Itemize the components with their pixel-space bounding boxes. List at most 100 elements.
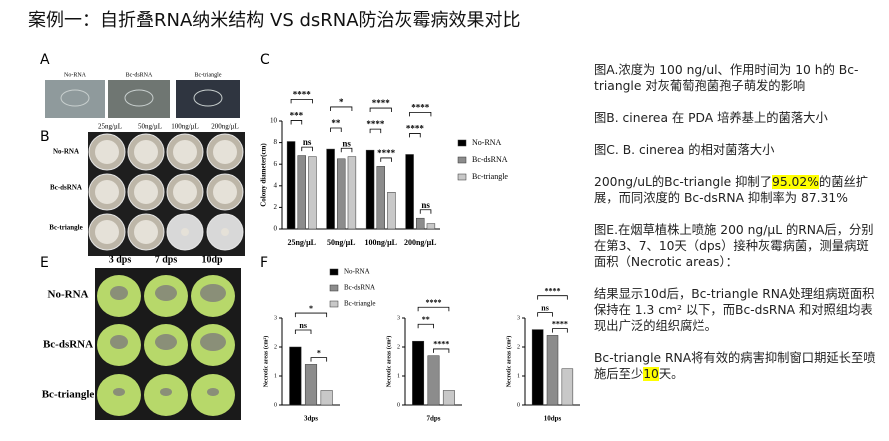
x-tick-label: 25ng/μL (287, 238, 316, 247)
y-tick-label: 6 (274, 160, 278, 168)
colony (213, 180, 237, 204)
bar (297, 155, 306, 230)
significance-label: **** (406, 123, 425, 133)
significance-bracket (330, 106, 353, 111)
lesion (155, 285, 177, 301)
colony (134, 180, 158, 204)
note: 200ng/uL的Bc-triangle 抑制了95.02%的菌丝扩展，而同浓度… (594, 174, 876, 206)
x-tick-label: 7dps (426, 415, 440, 423)
y-tick-label: 2 (517, 344, 520, 350)
y-tick-label: 0 (274, 402, 277, 408)
note-text: 天。 (658, 367, 684, 381)
significance-label: * (339, 97, 344, 107)
bar (337, 158, 346, 230)
legend-label: Bc-triangle (344, 300, 376, 308)
y-tick-label: 2 (274, 203, 278, 211)
significance-bracket (340, 147, 353, 153)
note: 图A.浓度为 100 ng/ul、作用时间为 10 h的 Bc-triangle… (594, 62, 876, 94)
note: 图E.在烟草植株上喷施 200 ng/μL 的RNA后，分别在第3、7、10天（… (594, 222, 876, 270)
x-tick-label: 200ng/μL (404, 238, 437, 247)
colony (134, 220, 158, 244)
photo-label: 200ng/μL (211, 123, 238, 131)
y-tick-label: 1 (274, 373, 277, 379)
significance-label: * (317, 348, 321, 357)
y-axis-label: Colony diameter(cm) (260, 143, 268, 207)
photo-label: Bc-dsRNA (50, 184, 82, 192)
photo-label: No-RNA (48, 289, 89, 301)
significance-label: **** (366, 119, 385, 129)
colony (95, 220, 119, 244)
lesion (110, 335, 128, 349)
lesion (200, 284, 226, 302)
photo-detail (60, 89, 90, 107)
x-tick-label: 50ng/μL (327, 238, 356, 247)
legend-swatch (457, 156, 467, 164)
significance-bracket (552, 328, 568, 333)
y-axis-label: Necrotic areas (cm²) (262, 336, 269, 388)
significance-label: **** (372, 98, 391, 108)
panel-label: F (260, 255, 268, 271)
slide-title: 案例一：自折叠RNA纳米结构 VS dsRNA防治灰霉病效果对比 (28, 10, 521, 31)
bar (365, 149, 375, 230)
bar (405, 154, 414, 230)
y-tick-label: 8 (274, 138, 278, 146)
lesion (200, 333, 226, 351)
y-tick-label: 2 (274, 344, 277, 350)
photo-label: 3 dps (109, 254, 132, 265)
significance-bracket (419, 209, 432, 214)
bar (412, 340, 425, 406)
bar (347, 156, 357, 230)
bar (426, 223, 436, 230)
photo-label: Bc-triangle (195, 72, 222, 78)
photo-label: No-RNA (53, 148, 79, 156)
bar (286, 141, 296, 230)
significance-bracket (417, 323, 434, 329)
lesion (160, 388, 172, 396)
significance-label: **** (545, 286, 561, 295)
legend-swatch (329, 284, 339, 292)
x-tick-label: 100ng/μL (364, 238, 397, 247)
note-text: 200ng/uL的Bc-triangle 抑制了 (594, 175, 772, 189)
photo-label: 7 dps (155, 254, 178, 265)
note-text: 图E.在烟草植株上喷施 200 ng/μL 的RNA后，分别在第3、7、10天（… (594, 223, 874, 269)
photo-label: Bc-triangle (42, 389, 95, 401)
legend-swatch (329, 268, 339, 276)
significance-label: ** (422, 315, 430, 324)
note: 图C. B. cinerea 的相对菌落大小 (594, 142, 876, 158)
significance-bracket (290, 99, 313, 104)
y-tick-label: 1 (517, 373, 520, 379)
panel-label: B (40, 129, 50, 145)
significance-bracket (310, 357, 328, 362)
note: Bc-triangle RNA将有效的病害抑制窗口期延长至喷施后至少10天。 (594, 350, 876, 382)
significance-label: ns (421, 200, 430, 210)
colony (95, 180, 119, 204)
significance-bracket (330, 127, 342, 133)
note-text: 结果显示10d后，Bc-triangle RNA处理组病斑面积保持在 1.3 c… (594, 287, 875, 333)
panel-label: E (40, 255, 49, 271)
colony (173, 180, 197, 204)
significance-label: * (309, 304, 313, 313)
notes: 图A.浓度为 100 ng/ul、作用时间为 10 h的 Bc-triangle… (594, 62, 876, 398)
significance-bracket (380, 157, 392, 162)
note: 图B. cinerea 在 PDA 培养基上的菌落大小 (594, 110, 876, 126)
significance-bracket (417, 306, 450, 312)
significance-bracket (301, 146, 313, 152)
significance-label: **** (293, 89, 312, 99)
significance-bracket (409, 111, 432, 117)
bar (427, 355, 440, 406)
colony (181, 228, 189, 236)
legend-swatch (457, 139, 467, 147)
photo (176, 80, 240, 118)
panel-label: A (40, 52, 50, 68)
lesion (155, 334, 177, 350)
legend-swatch (457, 173, 467, 181)
photo-label: 10dp (201, 254, 223, 265)
y-tick-label: 3 (397, 315, 400, 321)
legend-label: Bc-dsRNA (344, 284, 375, 292)
y-tick-label: 3 (274, 315, 277, 321)
note-text: 图B. cinerea 在 PDA 培养基上的菌落大小 (594, 111, 828, 125)
note-text: Bc-triangle RNA将有效的病害抑制窗口期延长至喷施后至少 (594, 351, 876, 381)
highlight: 10 (643, 367, 659, 381)
y-tick-label: 0 (517, 402, 520, 408)
significance-bracket (409, 133, 421, 138)
